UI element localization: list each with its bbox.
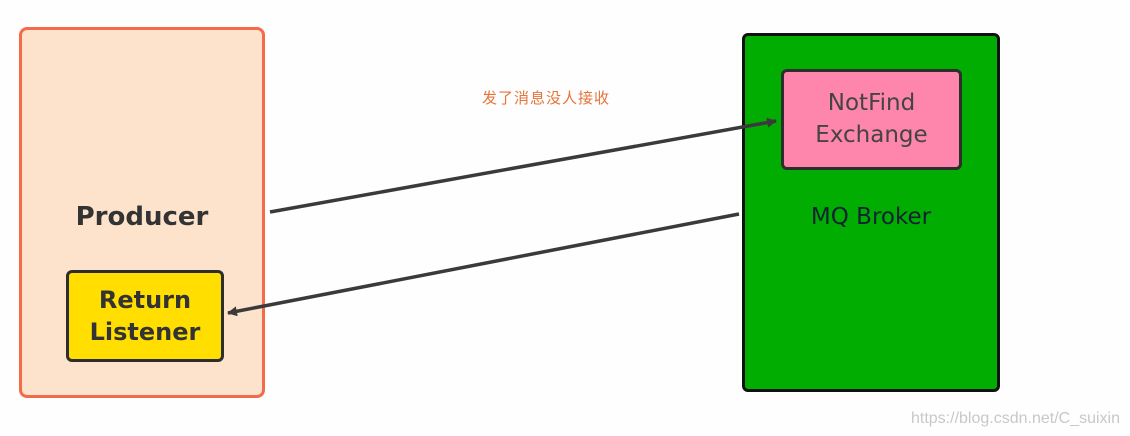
send-message-arrow bbox=[269, 117, 777, 214]
return-listener-box: Return Listener bbox=[66, 270, 224, 362]
notfind-exchange-box: NotFind Exchange bbox=[781, 69, 962, 170]
message-unreceived-annotation: 发了消息没人接收 bbox=[482, 89, 611, 107]
mq-broker-label: MQ Broker bbox=[810, 204, 932, 230]
mq-broker-box: NotFind Exchange MQ Broker bbox=[742, 33, 1000, 392]
producer-box: Producer Return Listener bbox=[19, 27, 265, 398]
watermark: https://blog.csdn.net/C_suixin bbox=[910, 410, 1120, 427]
producer-label: Producer bbox=[75, 202, 209, 232]
return-message-arrow bbox=[227, 212, 740, 317]
